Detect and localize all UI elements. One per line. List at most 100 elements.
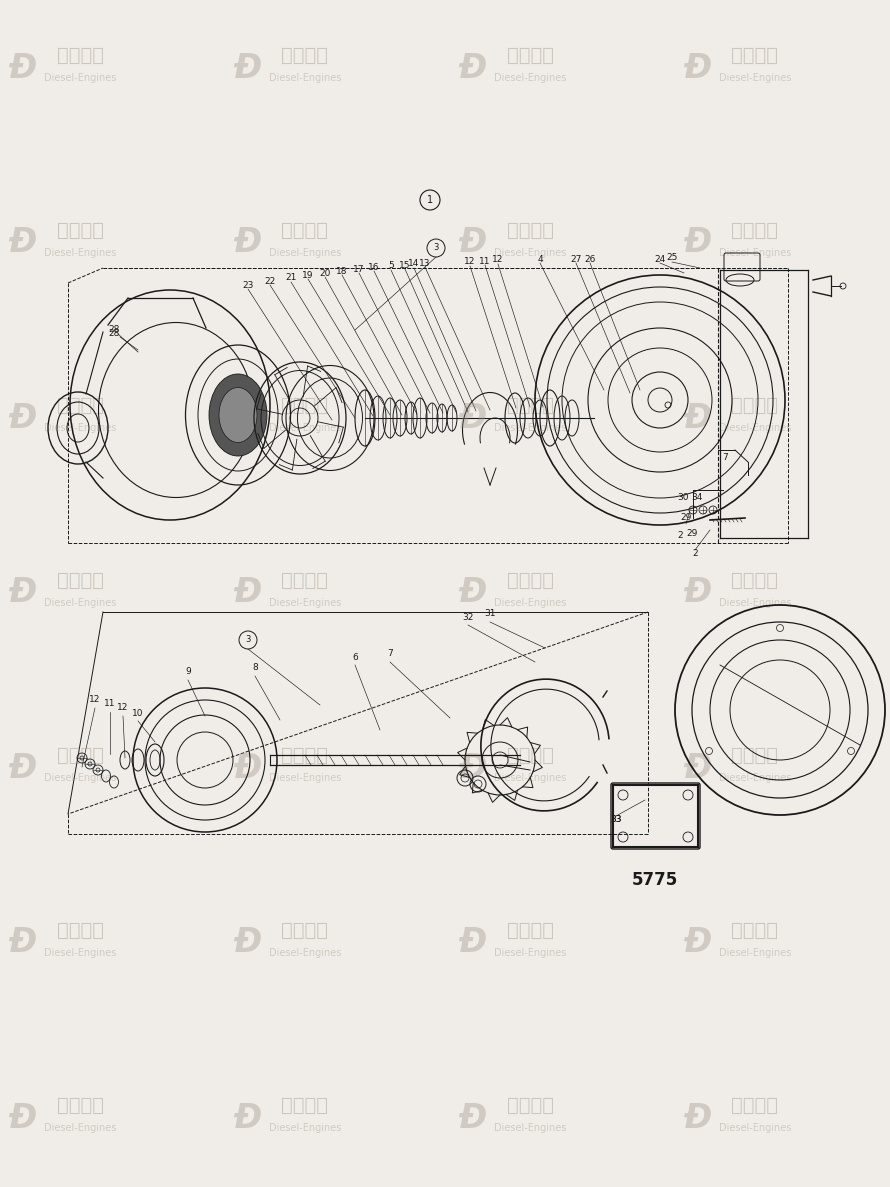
Text: Diesel-Engines: Diesel-Engines [494, 72, 566, 83]
Text: 9: 9 [185, 667, 190, 677]
Text: 12: 12 [117, 704, 129, 712]
Text: 22: 22 [264, 277, 276, 286]
Text: 21: 21 [286, 273, 296, 283]
Text: 紫发动力: 紫发动力 [732, 45, 779, 64]
Text: Diesel-Engines: Diesel-Engines [494, 773, 566, 783]
Text: 32: 32 [462, 612, 473, 622]
Text: Diesel-Engines: Diesel-Engines [719, 423, 791, 433]
Text: Ð: Ð [8, 401, 36, 434]
Text: 紫发动力: 紫发动力 [281, 395, 328, 414]
Text: Ð: Ð [457, 51, 486, 84]
Text: Diesel-Engines: Diesel-Engines [269, 773, 341, 783]
Text: Diesel-Engines: Diesel-Engines [44, 72, 117, 83]
Text: Diesel-Engines: Diesel-Engines [269, 423, 341, 433]
Text: 29: 29 [686, 529, 698, 539]
Text: Ð: Ð [683, 751, 711, 785]
Text: 31: 31 [484, 609, 496, 618]
Text: 紫发动力: 紫发动力 [56, 745, 103, 764]
Text: 3: 3 [246, 635, 251, 645]
Text: 12: 12 [492, 255, 504, 265]
Text: Diesel-Engines: Diesel-Engines [269, 72, 341, 83]
Text: 紫发动力: 紫发动力 [732, 745, 779, 764]
Text: Ð: Ð [683, 1102, 711, 1135]
Text: Diesel-Engines: Diesel-Engines [269, 948, 341, 958]
Text: 23: 23 [242, 280, 254, 290]
Text: 紫发动力: 紫发动力 [732, 1096, 779, 1115]
Text: Ð: Ð [8, 577, 36, 609]
Text: Diesel-Engines: Diesel-Engines [494, 598, 566, 608]
Text: Ð: Ð [683, 51, 711, 84]
Text: Ð: Ð [457, 227, 486, 260]
Text: Ð: Ð [8, 51, 36, 84]
Text: Diesel-Engines: Diesel-Engines [719, 948, 791, 958]
Text: 7: 7 [722, 453, 728, 463]
Text: 紫发动力: 紫发动力 [281, 45, 328, 64]
Text: Diesel-Engines: Diesel-Engines [269, 598, 341, 608]
Ellipse shape [219, 387, 257, 443]
Text: Diesel-Engines: Diesel-Engines [44, 948, 117, 958]
Text: Ð: Ð [683, 927, 711, 959]
Text: 10: 10 [133, 709, 144, 717]
Text: 8: 8 [252, 664, 258, 673]
Text: 紫发动力: 紫发动力 [56, 1096, 103, 1115]
Text: Ð: Ð [683, 227, 711, 260]
Text: 紫发动力: 紫发动力 [732, 920, 779, 939]
Text: 紫发动力: 紫发动力 [506, 1096, 554, 1115]
Text: 12: 12 [89, 696, 101, 705]
Text: Ð: Ð [233, 51, 261, 84]
Text: 紫发动力: 紫发动力 [732, 571, 779, 590]
Text: 12: 12 [465, 258, 475, 267]
Text: 2: 2 [692, 550, 698, 559]
Text: 紫发动力: 紫发动力 [281, 1096, 328, 1115]
Text: Ð: Ð [233, 401, 261, 434]
Text: Diesel-Engines: Diesel-Engines [719, 248, 791, 258]
Text: 13: 13 [419, 259, 431, 267]
Text: 紫发动力: 紫发动力 [56, 45, 103, 64]
Text: 15: 15 [400, 260, 411, 269]
Text: 11: 11 [479, 256, 490, 266]
Text: Diesel-Engines: Diesel-Engines [719, 72, 791, 83]
Text: Ð: Ð [457, 401, 486, 434]
Text: Diesel-Engines: Diesel-Engines [269, 1123, 341, 1134]
Text: Ð: Ð [233, 927, 261, 959]
Text: Diesel-Engines: Diesel-Engines [44, 598, 117, 608]
Text: 紫发动力: 紫发动力 [732, 395, 779, 414]
Text: 28: 28 [109, 325, 119, 335]
Text: 33: 33 [611, 815, 622, 825]
Text: Diesel-Engines: Diesel-Engines [44, 248, 117, 258]
Text: 17: 17 [353, 265, 365, 273]
Text: Ð: Ð [233, 1102, 261, 1135]
Text: Ð: Ð [683, 577, 711, 609]
Text: 14: 14 [409, 260, 420, 268]
Text: 18: 18 [336, 267, 348, 275]
Text: Diesel-Engines: Diesel-Engines [269, 248, 341, 258]
Text: 紫发动力: 紫发动力 [56, 571, 103, 590]
Text: Diesel-Engines: Diesel-Engines [719, 773, 791, 783]
Text: Ð: Ð [233, 577, 261, 609]
Text: 34: 34 [692, 494, 703, 502]
Text: 紫发动力: 紫发动力 [506, 45, 554, 64]
Text: 19: 19 [303, 271, 314, 279]
Text: Diesel-Engines: Diesel-Engines [494, 1123, 566, 1134]
Text: Ð: Ð [683, 401, 711, 434]
Text: 5: 5 [388, 261, 394, 271]
Text: Ð: Ð [8, 927, 36, 959]
Text: 7: 7 [387, 649, 392, 659]
Text: 25: 25 [667, 254, 677, 262]
Text: Diesel-Engines: Diesel-Engines [719, 1123, 791, 1134]
Text: 16: 16 [368, 262, 380, 272]
Text: Ð: Ð [457, 577, 486, 609]
Text: 20: 20 [320, 268, 331, 278]
Text: Diesel-Engines: Diesel-Engines [719, 598, 791, 608]
Text: Diesel-Engines: Diesel-Engines [44, 773, 117, 783]
Ellipse shape [209, 374, 267, 456]
Text: 4: 4 [538, 254, 543, 264]
Text: 24: 24 [654, 254, 666, 264]
Text: 紫发动力: 紫发动力 [506, 571, 554, 590]
Text: 紫发动力: 紫发动力 [732, 221, 779, 240]
Text: 紫发动力: 紫发动力 [56, 221, 103, 240]
Text: 29: 29 [680, 514, 692, 522]
Text: 28: 28 [109, 330, 119, 338]
Text: 26: 26 [585, 254, 595, 264]
Text: Diesel-Engines: Diesel-Engines [494, 948, 566, 958]
